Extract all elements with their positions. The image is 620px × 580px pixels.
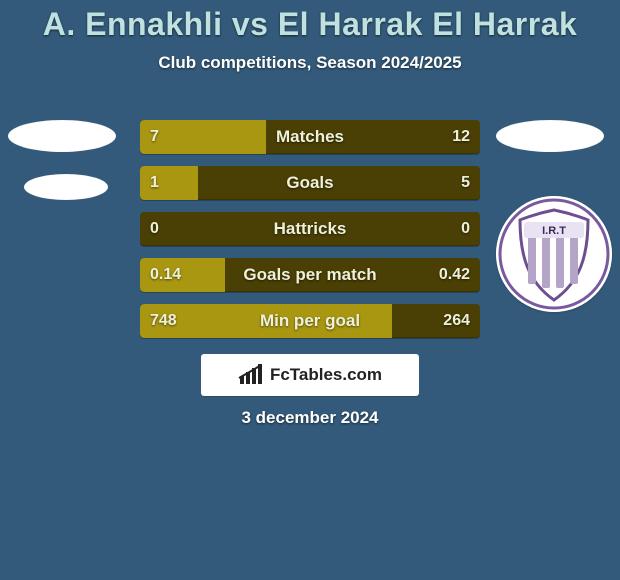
player-right-club-logo: I.R.T (496, 196, 612, 312)
comparison-bars: 712Matches 15Goals 0 0Hattricks 0.140.42Goal… (140, 120, 480, 350)
player-left-club-placeholder (24, 174, 108, 200)
stat-value-right: 5 (461, 174, 470, 192)
brand-badge[interactable]: FcTables.com (201, 354, 419, 396)
bar-chart-icon (238, 364, 266, 386)
stat-value-right: 0.42 (439, 266, 470, 284)
stat-row: 0.140.42Goals per match (140, 258, 480, 292)
player-right-photo-placeholder (496, 120, 604, 152)
stat-value-right: 264 (443, 312, 470, 330)
page-title: A. Ennakhli vs El Harrak El Harrak (0, 6, 620, 43)
stat-value-right: 12 (452, 128, 470, 146)
stat-value-left: 0 (150, 220, 159, 238)
subtitle: Club competitions, Season 2024/2025 (0, 53, 620, 73)
stat-row: 0 0Hattricks (140, 212, 480, 246)
stat-fill (140, 304, 392, 338)
stat-row: 748264Min per goal (140, 304, 480, 338)
date-line: 3 december 2024 (0, 408, 620, 428)
club-logo-svg: I.R.T (496, 196, 612, 312)
svg-text:I.R.T: I.R.T (542, 225, 566, 237)
stat-fill (140, 166, 198, 200)
player-left-avatars (8, 120, 124, 200)
player-left-photo-placeholder (8, 120, 116, 152)
stat-label: Hattricks (140, 219, 480, 239)
stat-value-right: 0 (461, 220, 470, 238)
stat-row: 712Matches (140, 120, 480, 154)
stat-fill (140, 258, 225, 292)
player-right-avatars: I.R.T (496, 120, 612, 312)
stat-row: 15Goals (140, 166, 480, 200)
brand-text: FcTables.com (270, 365, 382, 385)
stat-fill (140, 120, 266, 154)
